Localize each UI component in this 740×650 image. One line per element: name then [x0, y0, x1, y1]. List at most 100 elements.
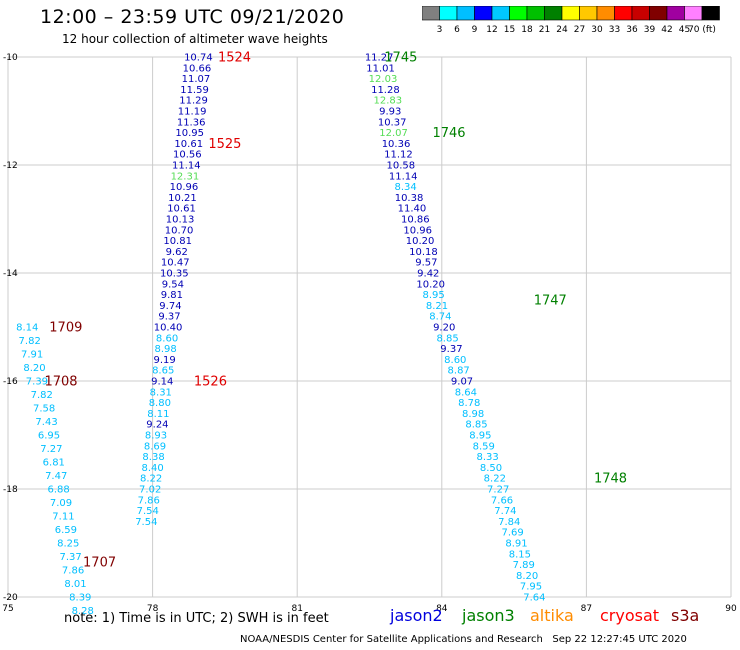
wave-height-point: 9.74: [159, 301, 181, 312]
x-tick-label: 90: [725, 604, 737, 614]
wave-height-point: 7.37: [60, 552, 82, 563]
wave-height-point: 8.34: [395, 182, 417, 193]
wave-height-point: 7.27: [40, 444, 62, 455]
wave-height-point: 10.96: [170, 182, 199, 193]
wave-height-point: 8.85: [436, 333, 458, 344]
wave-height-point: 6.59: [55, 525, 77, 536]
wave-height-point: 11.07: [182, 74, 211, 85]
pass-time-label: 1707: [83, 555, 116, 570]
colorbar-label: 3: [437, 25, 443, 35]
wave-height-point: 9.37: [158, 312, 180, 323]
colorbar-label: 33: [609, 25, 620, 35]
wave-height-point: 11.29: [179, 96, 208, 107]
pass-time-label: 1748: [594, 472, 627, 487]
x-tick-label: 75: [2, 604, 13, 614]
y-tick-label: -12: [3, 161, 18, 171]
wave-height-point: 8.31: [150, 387, 172, 398]
wave-height-point: 11.28: [371, 85, 400, 96]
wave-height-point: 9.62: [166, 247, 188, 258]
wave-height-point: 7.84: [498, 517, 520, 528]
colorbar-label: 36: [626, 25, 638, 35]
y-tick-label: -14: [3, 269, 18, 279]
wave-height-point: 9.20: [433, 323, 455, 334]
wave-height-point: 8.59: [473, 441, 495, 452]
wave-height-point: 10.95: [175, 128, 204, 139]
pass-time-label: 1747: [534, 294, 567, 309]
wave-height-point: 7.27: [487, 485, 509, 496]
pass-time-label: 1708: [44, 375, 77, 390]
wave-height-point: 8.91: [505, 539, 527, 550]
wave-height-point: 8.64: [455, 387, 477, 398]
wave-height-point: 10.18: [409, 247, 438, 258]
wave-height-point: 10.66: [183, 63, 212, 74]
legend-altika: altika: [530, 606, 574, 625]
legend-cryosat: cryosat: [600, 606, 660, 625]
wave-height-point: 8.65: [152, 366, 174, 377]
wave-height-point: 8.93: [145, 431, 167, 442]
pass-time-label: 1525: [208, 137, 241, 152]
chart-title: 12:00 – 23:59 UTC 09/21/2020: [40, 6, 345, 28]
footer-credit-text: NOAA/NESDIS Center for Satellite Applica…: [240, 634, 543, 645]
wave-height-point: 9.24: [146, 420, 168, 431]
colorbar-label: 70 (ft): [688, 25, 716, 35]
wave-height-point: 11.12: [384, 150, 413, 161]
colorbar-label: 15: [504, 25, 515, 35]
wave-height-point: 10.36: [382, 139, 411, 150]
wave-height-point: 9.14: [151, 377, 173, 388]
wave-height-point: 7.66: [491, 495, 513, 506]
wave-height-point: 11.14: [389, 171, 418, 182]
wave-height-point: 9.37: [440, 344, 462, 355]
wave-height-point: 8.40: [141, 463, 163, 474]
wave-height-point: 7.02: [139, 485, 161, 496]
wave-height-point: 12.31: [171, 171, 200, 182]
wave-height-point: 10.61: [174, 139, 203, 150]
y-tick-label: -20: [3, 593, 18, 603]
wave-height-point: 10.47: [161, 258, 190, 269]
wave-height-point: 9.19: [154, 355, 176, 366]
wave-height-point: 7.09: [50, 498, 72, 509]
wave-height-point: 10.81: [163, 236, 192, 247]
wave-height-point: 8.60: [444, 355, 466, 366]
wave-height-point: 8.33: [476, 452, 498, 463]
colorbar-label: 21: [539, 25, 550, 35]
wave-height-point: 10.21: [168, 193, 197, 204]
wave-height-point: 8.25: [57, 539, 79, 550]
colorbar-label: 18: [521, 25, 533, 35]
wave-height-point: 10.70: [165, 225, 194, 236]
wave-height-point: 8.95: [422, 290, 444, 301]
wave-height-point: 9.07: [451, 377, 473, 388]
chart-subtitle: 12 hour collection of altimeter wave hei…: [62, 32, 328, 46]
colorbar-label: 12: [486, 25, 497, 35]
pass-time-label: 1709: [49, 321, 82, 336]
wave-height-point: 7.47: [45, 471, 67, 482]
colorbar-label: 39: [644, 25, 656, 35]
wave-height-point: 8.74: [429, 312, 451, 323]
pass-time-label: 1524: [218, 51, 251, 66]
wave-height-point: 8.60: [156, 333, 178, 344]
wave-height-point: 6.81: [43, 458, 65, 469]
wave-height-point: 10.58: [387, 161, 416, 172]
wave-height-point: 10.56: [173, 150, 202, 161]
colorbar-label: 27: [574, 25, 585, 35]
wave-height-point: 7.86: [62, 566, 84, 577]
wave-height-point: 9.54: [162, 279, 184, 290]
legend-s3a: s3a: [671, 606, 700, 625]
wave-height-point: 8.01: [64, 579, 86, 590]
x-tick-label: 78: [147, 604, 159, 614]
wave-height-point: 11.59: [180, 85, 209, 96]
wave-height-point: 7.91: [21, 350, 43, 361]
y-tick-label: -16: [3, 377, 18, 387]
wave-height-point: 11.14: [172, 161, 201, 172]
wave-height-point: 12.03: [369, 74, 398, 85]
y-tick-label: -10: [3, 53, 18, 63]
footer-credit: NOAA/NESDIS Center for Satellite Applica…: [240, 634, 687, 645]
wave-height-point: 10.38: [395, 193, 424, 204]
wave-height-point: 8.95: [469, 431, 491, 442]
wave-height-point: 9.42: [417, 269, 439, 280]
colorbar-label: 42: [661, 25, 672, 35]
wave-height-point: 10.20: [406, 236, 435, 247]
wave-height-point: 7.86: [138, 495, 160, 506]
wave-height-point: 8.11: [147, 409, 169, 420]
colorbar-label: 6: [454, 25, 460, 35]
